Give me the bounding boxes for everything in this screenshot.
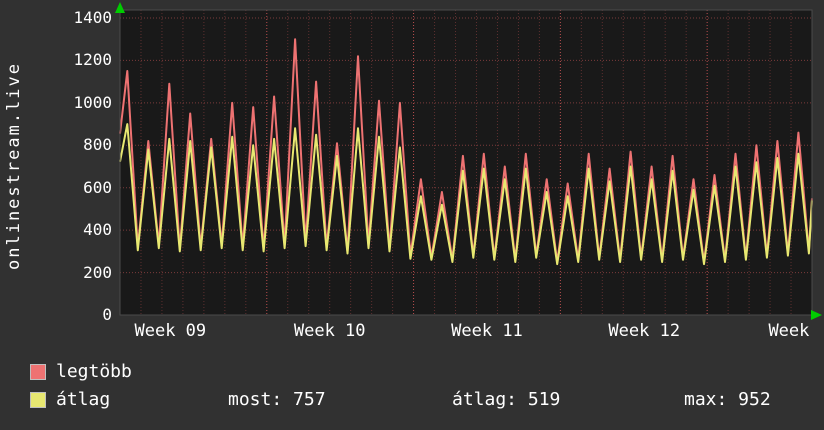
y-axis-arrow-icon xyxy=(115,2,125,13)
stat-most: most: 757 xyxy=(228,389,326,410)
y-tick-label: 1000 xyxy=(73,92,112,112)
x-tick-label: Week 09 xyxy=(134,321,207,341)
x-tick-label: Week 10 xyxy=(293,321,366,341)
y-tick-label: 0 xyxy=(102,305,112,324)
plot-border xyxy=(119,9,813,316)
y-tick-label: 400 xyxy=(83,220,112,240)
plot-area xyxy=(120,10,812,315)
x-tick-label: Week xyxy=(768,321,810,341)
plot-svg xyxy=(115,2,822,320)
stat-max: max: 952 xyxy=(684,389,771,410)
y-tick-label: 1200 xyxy=(73,50,112,70)
y-tick-label: 1400 xyxy=(73,8,112,27)
series-line-atlag xyxy=(119,123,813,266)
x-tick-label: Week 11 xyxy=(451,321,523,341)
legend-swatch-atlag xyxy=(30,392,46,408)
legend-swatch-legtobb xyxy=(30,364,46,380)
y-tick-label: 600 xyxy=(83,177,112,197)
x-axis-arrow-icon xyxy=(811,310,822,320)
stat-atlag: átlag: 519 xyxy=(452,389,561,410)
legend-label-legtobb: legtöbb xyxy=(56,361,132,382)
y-tick-label: 800 xyxy=(83,135,112,155)
legend-label-atlag: átlag xyxy=(56,389,111,410)
y-tick-label: 200 xyxy=(83,262,112,282)
x-tick-label: Week 12 xyxy=(608,321,681,341)
